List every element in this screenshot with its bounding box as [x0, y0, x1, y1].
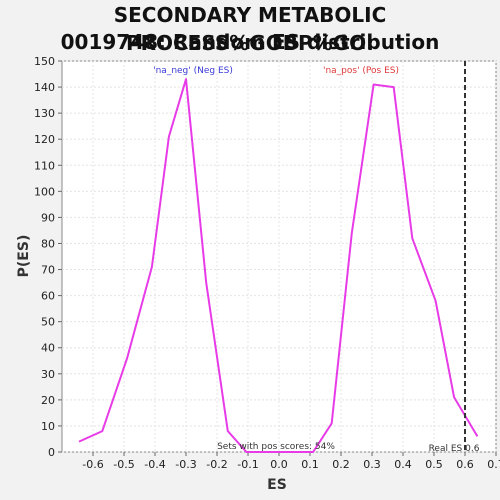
series-layer	[78, 78, 479, 453]
y-tick-label: 50	[41, 316, 55, 329]
y-tick-label: 130	[34, 107, 55, 120]
neg-es-label: 'na_neg' (Neg ES)	[153, 66, 233, 76]
y-tick-label: 110	[34, 159, 55, 172]
series-line	[78, 78, 479, 453]
x-tick-label: -0.6	[82, 458, 103, 471]
y-axis-ticks: 0 10 20 30 40 50 60 70 80 90 100 110 120 130 140 150	[34, 55, 62, 459]
y-tick-label: 150	[34, 55, 55, 68]
y-tick-label: 40	[41, 342, 55, 355]
x-tick-label: 0.1	[301, 458, 319, 471]
y-tick-label: 30	[41, 368, 55, 381]
y-tick-label: 20	[41, 394, 55, 407]
x-axis-label: ES	[267, 477, 287, 493]
x-tick-label: -0.1	[237, 458, 258, 471]
chart-title-line2: 0019748: Random ES distribution	[60, 30, 440, 54]
y-tick-label: 0	[48, 446, 55, 459]
y-tick-label: 60	[41, 290, 55, 303]
chart-title-line1: SECONDARY METABOLIC PROCESS%GOBP%GO:	[113, 3, 387, 55]
x-tick-label: 0.3	[363, 458, 381, 471]
x-tick-label: 0.2	[332, 458, 350, 471]
x-tick-label: -0.5	[113, 458, 134, 471]
x-tick-label: 0.4	[394, 458, 412, 471]
y-tick-label: 90	[41, 211, 55, 224]
x-tick-label: 0.0	[270, 458, 288, 471]
real-es-label: Real ES 0.6	[429, 444, 480, 454]
y-axis-label: P(ES)	[16, 235, 32, 278]
y-tick-label: 120	[34, 133, 55, 146]
y-tick-label: 100	[34, 185, 55, 198]
x-tick-label: -0.3	[175, 458, 196, 471]
x-tick-label: 0.7	[487, 458, 500, 471]
y-tick-label: 70	[41, 264, 55, 277]
y-tick-label: 10	[41, 420, 55, 433]
y-tick-label: 80	[41, 237, 55, 250]
x-tick-label: 0.6	[456, 458, 474, 471]
y-tick-label: 140	[34, 81, 55, 94]
x-tick-label: -0.2	[206, 458, 227, 471]
x-axis-ticks: -0.6 -0.5 -0.4 -0.3 -0.2 -0.1 0.0 0.1 0.2 0.3 0.4 0…	[82, 452, 500, 471]
sets-pos-scores-label: Sets with pos scores: 54%	[217, 442, 335, 452]
pos-es-label: 'na_pos' (Pos ES)	[323, 66, 399, 76]
x-tick-label: 0.5	[425, 458, 443, 471]
x-tick-label: -0.4	[144, 458, 165, 471]
